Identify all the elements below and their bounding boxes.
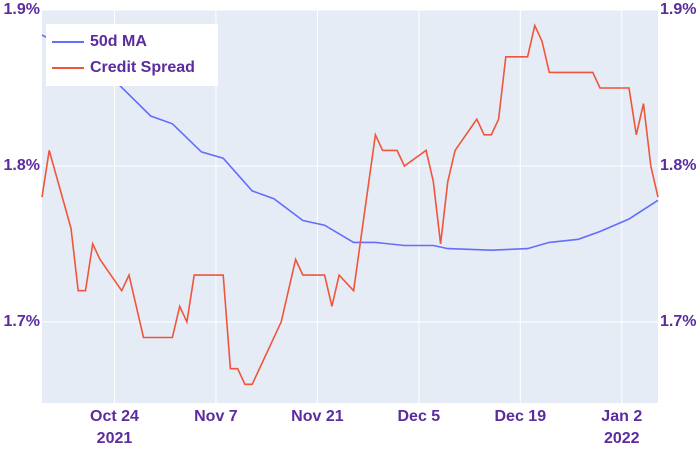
x-tick-label: Nov 21 [291,408,344,425]
series-line [41,34,659,252]
y-tick-label: 1.9% [4,1,40,18]
legend: 50d MA Credit Spread [46,24,218,86]
x-tick-label: Dec 5 [397,408,440,425]
y2-tick-label: 1.9% [660,1,696,18]
x-tick-label: Jan 2 2022 [601,408,642,447]
x-tick-label: Nov 7 [194,408,238,425]
legend-label: Credit Spread [90,59,195,76]
legend-box [46,24,218,86]
y2-tick-label: 1.7% [660,313,696,330]
x-tick-label: Oct 24 2021 [90,408,139,447]
y2-tick-label: 1.8% [660,157,696,174]
x-tick-label: Dec 19 [495,408,547,425]
y-tick-label: 1.8% [4,157,40,174]
legend-label: 50d MA [90,33,147,50]
y-tick-label: 1.7% [4,313,40,330]
series-line [41,23,659,386]
